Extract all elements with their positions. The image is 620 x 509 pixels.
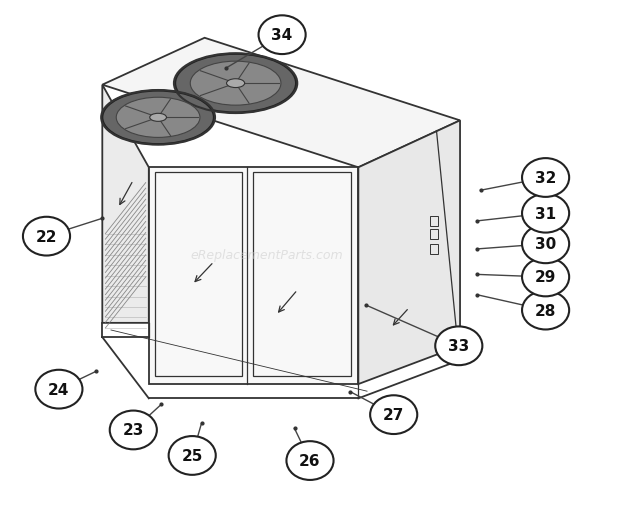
Text: 22: 22 [36, 229, 57, 244]
Text: 30: 30 [535, 237, 556, 252]
Text: 25: 25 [182, 448, 203, 463]
Ellipse shape [175, 55, 296, 114]
Circle shape [169, 436, 216, 475]
Circle shape [522, 258, 569, 297]
Text: 33: 33 [448, 338, 469, 354]
Circle shape [110, 411, 157, 449]
Circle shape [435, 327, 482, 365]
Polygon shape [358, 121, 460, 384]
Polygon shape [102, 39, 460, 168]
Text: 27: 27 [383, 407, 404, 422]
Text: 23: 23 [123, 422, 144, 438]
Polygon shape [102, 86, 149, 323]
Text: eReplacementParts.com: eReplacementParts.com [190, 248, 343, 261]
Polygon shape [149, 168, 358, 384]
Ellipse shape [190, 62, 281, 106]
Circle shape [259, 16, 306, 55]
Circle shape [35, 370, 82, 409]
Ellipse shape [226, 79, 245, 89]
Text: 32: 32 [535, 171, 556, 186]
Circle shape [522, 225, 569, 264]
Text: 28: 28 [535, 303, 556, 318]
Text: 24: 24 [48, 382, 69, 397]
Text: 34: 34 [272, 28, 293, 43]
Text: 31: 31 [535, 206, 556, 221]
Circle shape [522, 159, 569, 197]
Circle shape [522, 291, 569, 330]
Circle shape [286, 441, 334, 480]
Ellipse shape [117, 98, 200, 138]
Ellipse shape [150, 114, 166, 122]
Circle shape [23, 217, 70, 256]
Text: 26: 26 [299, 453, 321, 468]
Circle shape [370, 395, 417, 434]
Text: 29: 29 [535, 270, 556, 285]
Circle shape [522, 194, 569, 233]
Ellipse shape [102, 92, 214, 145]
